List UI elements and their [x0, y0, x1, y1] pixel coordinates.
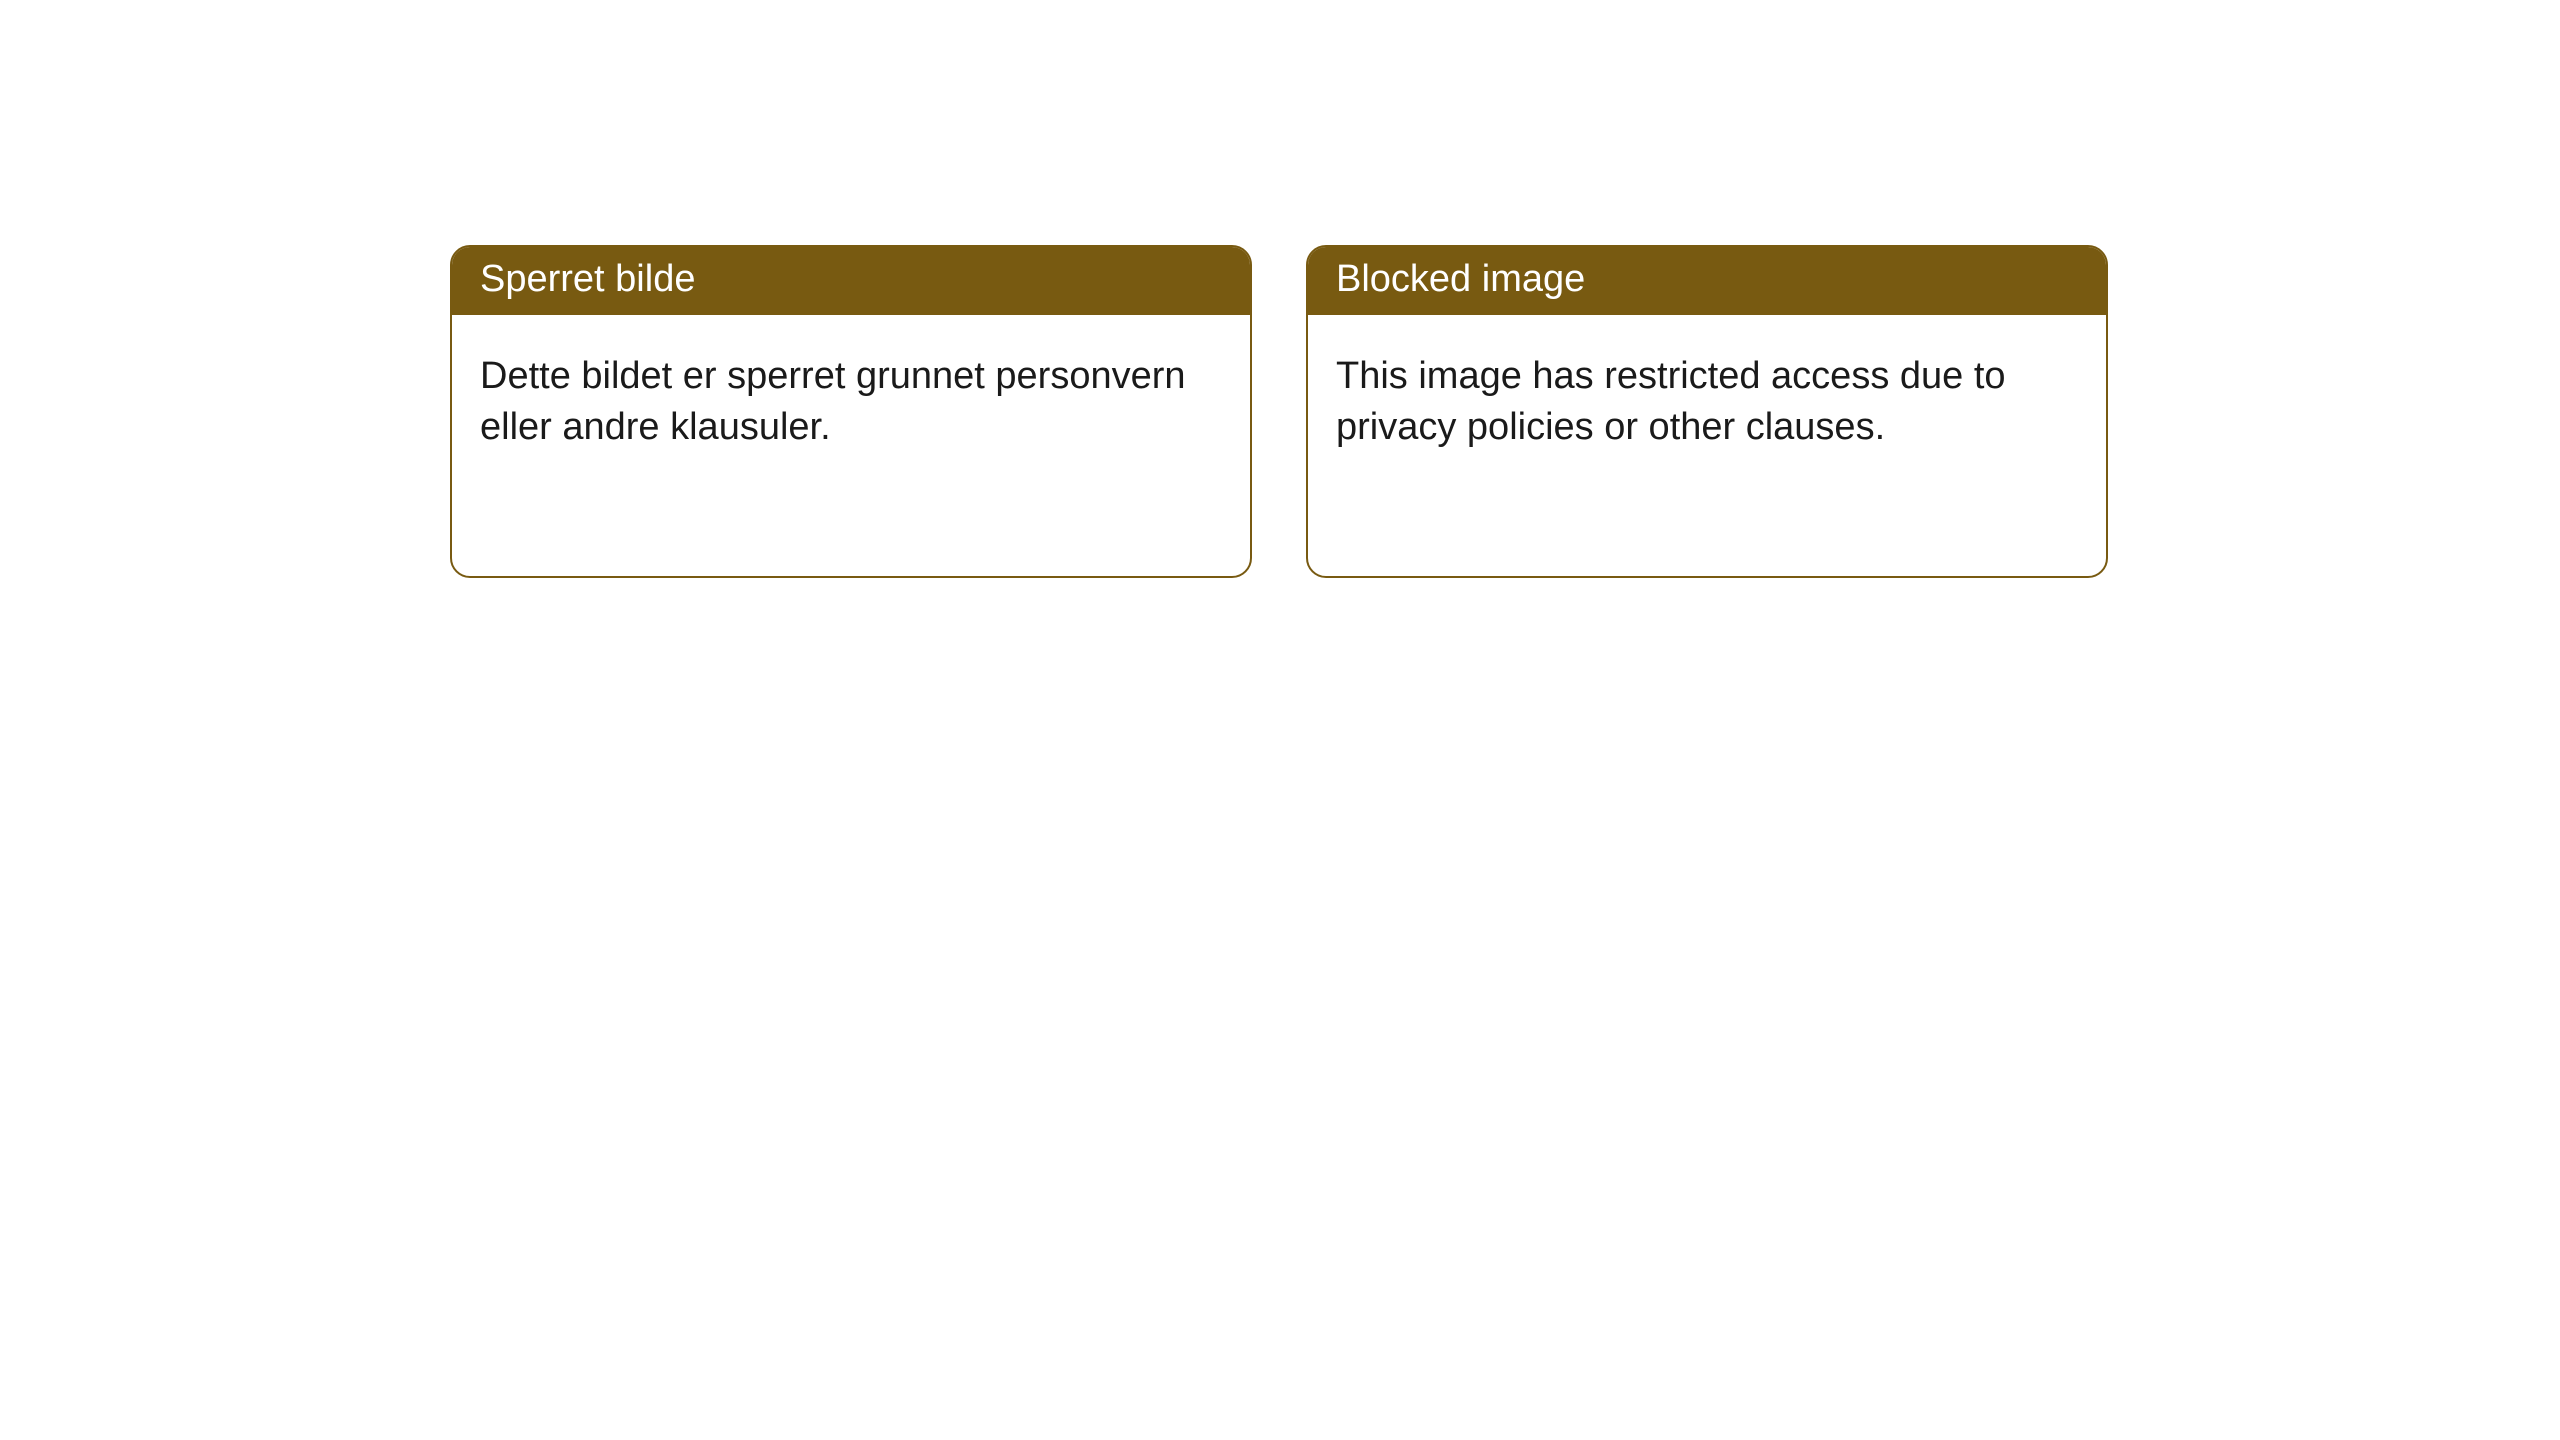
notice-title: Blocked image	[1308, 247, 2106, 315]
notice-card-english: Blocked image This image has restricted …	[1306, 245, 2108, 578]
notice-title: Sperret bilde	[452, 247, 1250, 315]
notice-card-norwegian: Sperret bilde Dette bildet er sperret gr…	[450, 245, 1252, 578]
notice-body-text: Dette bildet er sperret grunnet personve…	[452, 315, 1250, 482]
notice-body-text: This image has restricted access due to …	[1308, 315, 2106, 482]
notice-container: Sperret bilde Dette bildet er sperret gr…	[0, 0, 2560, 578]
